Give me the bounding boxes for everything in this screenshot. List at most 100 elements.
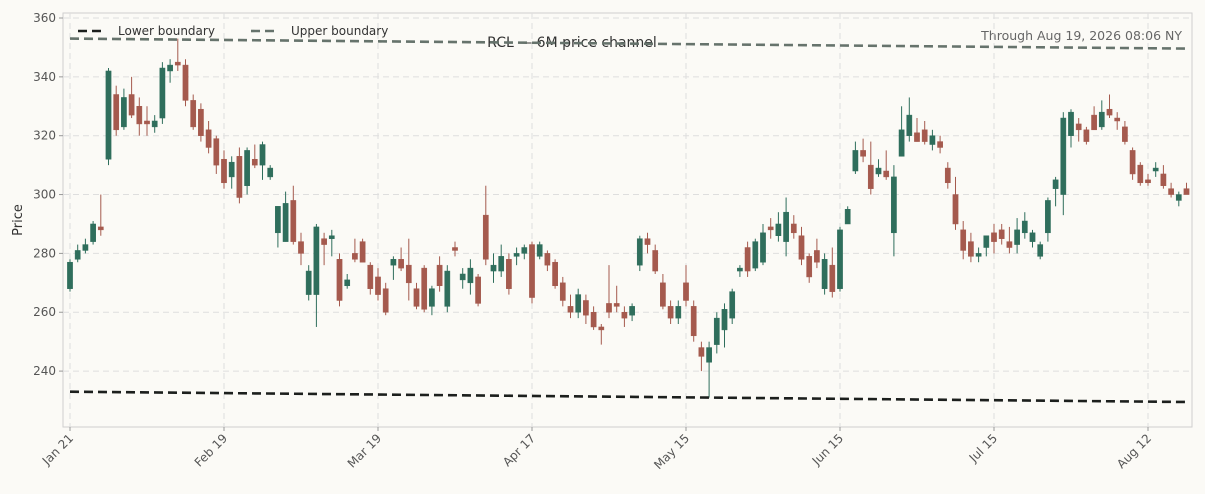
candle-body <box>1098 111 1105 128</box>
candle-body <box>74 250 81 260</box>
y-tick-label: 260 <box>33 305 56 319</box>
candle-body <box>544 253 551 266</box>
candle-body <box>459 273 466 281</box>
candle-body <box>806 256 813 278</box>
candle-body <box>1037 244 1044 257</box>
candle-body <box>1052 179 1059 189</box>
candle-body <box>814 250 820 263</box>
candle-body <box>267 167 274 178</box>
candle-body <box>698 347 705 357</box>
candle-body <box>352 253 358 260</box>
candle-body <box>575 294 582 313</box>
candle-body <box>167 64 173 72</box>
candle-body <box>298 241 304 254</box>
y-tick-label: 340 <box>33 70 56 84</box>
x-tick-label: Jan 21 <box>39 431 76 468</box>
candle-body <box>844 209 851 225</box>
candle-body <box>236 156 243 198</box>
candle-body <box>228 161 235 178</box>
candle-body <box>382 288 389 313</box>
candle-body <box>1122 126 1128 142</box>
candle-body <box>960 229 967 251</box>
candle-body <box>221 158 227 184</box>
candle-body <box>937 141 943 148</box>
candle-body <box>336 259 343 301</box>
candle-body <box>90 223 96 242</box>
candle-body <box>921 129 928 142</box>
candle-body <box>136 106 143 125</box>
candle-body <box>667 306 674 319</box>
chart-title: RCL — 6M price channel <box>487 35 657 51</box>
candle-body <box>174 61 181 66</box>
channel-line <box>69 37 1187 50</box>
candle-body <box>590 311 597 328</box>
y-tick-label: 360 <box>33 11 56 25</box>
candle-body <box>744 247 751 272</box>
candle-body <box>737 267 743 272</box>
candle-body <box>1068 111 1074 136</box>
candle-body <box>452 247 458 251</box>
candle-body <box>328 235 335 239</box>
candle-body <box>413 288 420 307</box>
candle-body <box>998 229 1005 239</box>
candle-body <box>213 138 220 166</box>
candle-body <box>898 129 905 157</box>
candle-body <box>675 306 682 319</box>
y-axis-label: Price <box>11 204 26 236</box>
candle-body <box>883 170 890 178</box>
candle-body <box>690 306 697 337</box>
candle-body <box>536 244 543 257</box>
candle-body <box>251 158 258 166</box>
y-tick-label: 320 <box>33 129 56 143</box>
candle-body <box>444 270 451 307</box>
candle-body <box>1145 179 1151 184</box>
candle-body <box>1091 114 1097 131</box>
candle-body <box>975 253 982 257</box>
candle-body <box>867 164 874 189</box>
candle-body <box>475 276 481 304</box>
candle-body <box>436 264 443 287</box>
candle-body <box>367 264 374 289</box>
candle-body <box>1160 173 1167 186</box>
candle-body <box>375 276 381 295</box>
candle-body <box>1006 241 1013 248</box>
candle-body <box>752 241 759 269</box>
candle-body <box>852 150 859 172</box>
candle-body <box>644 238 651 245</box>
candle-body <box>629 306 635 316</box>
candle-body <box>837 229 843 289</box>
candle-body <box>783 211 789 242</box>
candle-body <box>1137 164 1144 184</box>
candle-body <box>521 247 528 254</box>
candle-body <box>259 144 266 166</box>
annotation: Through Aug 19, 2026 08:06 NY <box>980 28 1182 43</box>
candle-body <box>429 288 435 307</box>
candle-body <box>390 259 397 266</box>
candle-body <box>344 279 351 287</box>
y-tick-label: 280 <box>33 246 56 260</box>
candle-body <box>205 129 212 148</box>
candle-body <box>1021 220 1028 234</box>
candle-body <box>121 97 127 128</box>
candle-body <box>891 176 897 234</box>
candle-body <box>660 282 666 307</box>
candle-body <box>190 100 197 128</box>
candle-body <box>1060 117 1067 195</box>
candle-body <box>359 241 366 263</box>
legend-label: Lower boundary <box>118 24 215 38</box>
y-tick-label: 240 <box>33 364 56 378</box>
candle-body <box>652 250 659 272</box>
candle-body <box>529 244 535 298</box>
candle-body <box>552 261 558 287</box>
candle-body <box>1029 232 1036 242</box>
candle-body <box>968 241 974 257</box>
candle-body <box>706 347 712 363</box>
candle-body <box>683 282 689 301</box>
candle-body <box>860 150 866 157</box>
candle-body <box>398 259 404 269</box>
candle-body <box>97 226 104 231</box>
candle-body <box>914 132 920 142</box>
candle-body <box>775 223 782 236</box>
